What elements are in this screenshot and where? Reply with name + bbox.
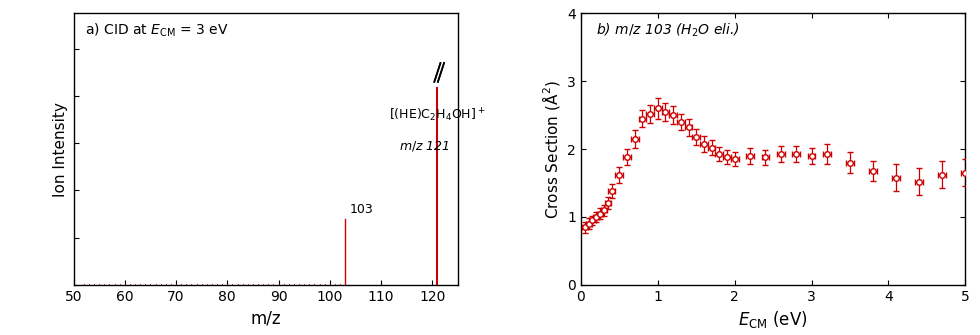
Y-axis label: Ion Intensity: Ion Intensity — [53, 102, 68, 197]
X-axis label: $E_\mathrm{CM}$ (eV): $E_\mathrm{CM}$ (eV) — [738, 309, 808, 330]
Text: $m/z$ 121: $m/z$ 121 — [399, 139, 450, 153]
Text: 103: 103 — [349, 203, 373, 216]
Text: [(HE)C$_2$H$_4$OH]$^+$: [(HE)C$_2$H$_4$OH]$^+$ — [389, 107, 485, 124]
Y-axis label: Cross Section (Å$^2$): Cross Section (Å$^2$) — [540, 80, 562, 218]
X-axis label: m/z: m/z — [250, 309, 281, 327]
Text: a) CID at $E_\mathrm{CM}$ = 3 eV: a) CID at $E_\mathrm{CM}$ = 3 eV — [85, 21, 228, 39]
Text: b) $m/z$ 103 (H$_2$O eli.): b) $m/z$ 103 (H$_2$O eli.) — [596, 21, 740, 39]
Bar — [434, 65, 445, 86]
